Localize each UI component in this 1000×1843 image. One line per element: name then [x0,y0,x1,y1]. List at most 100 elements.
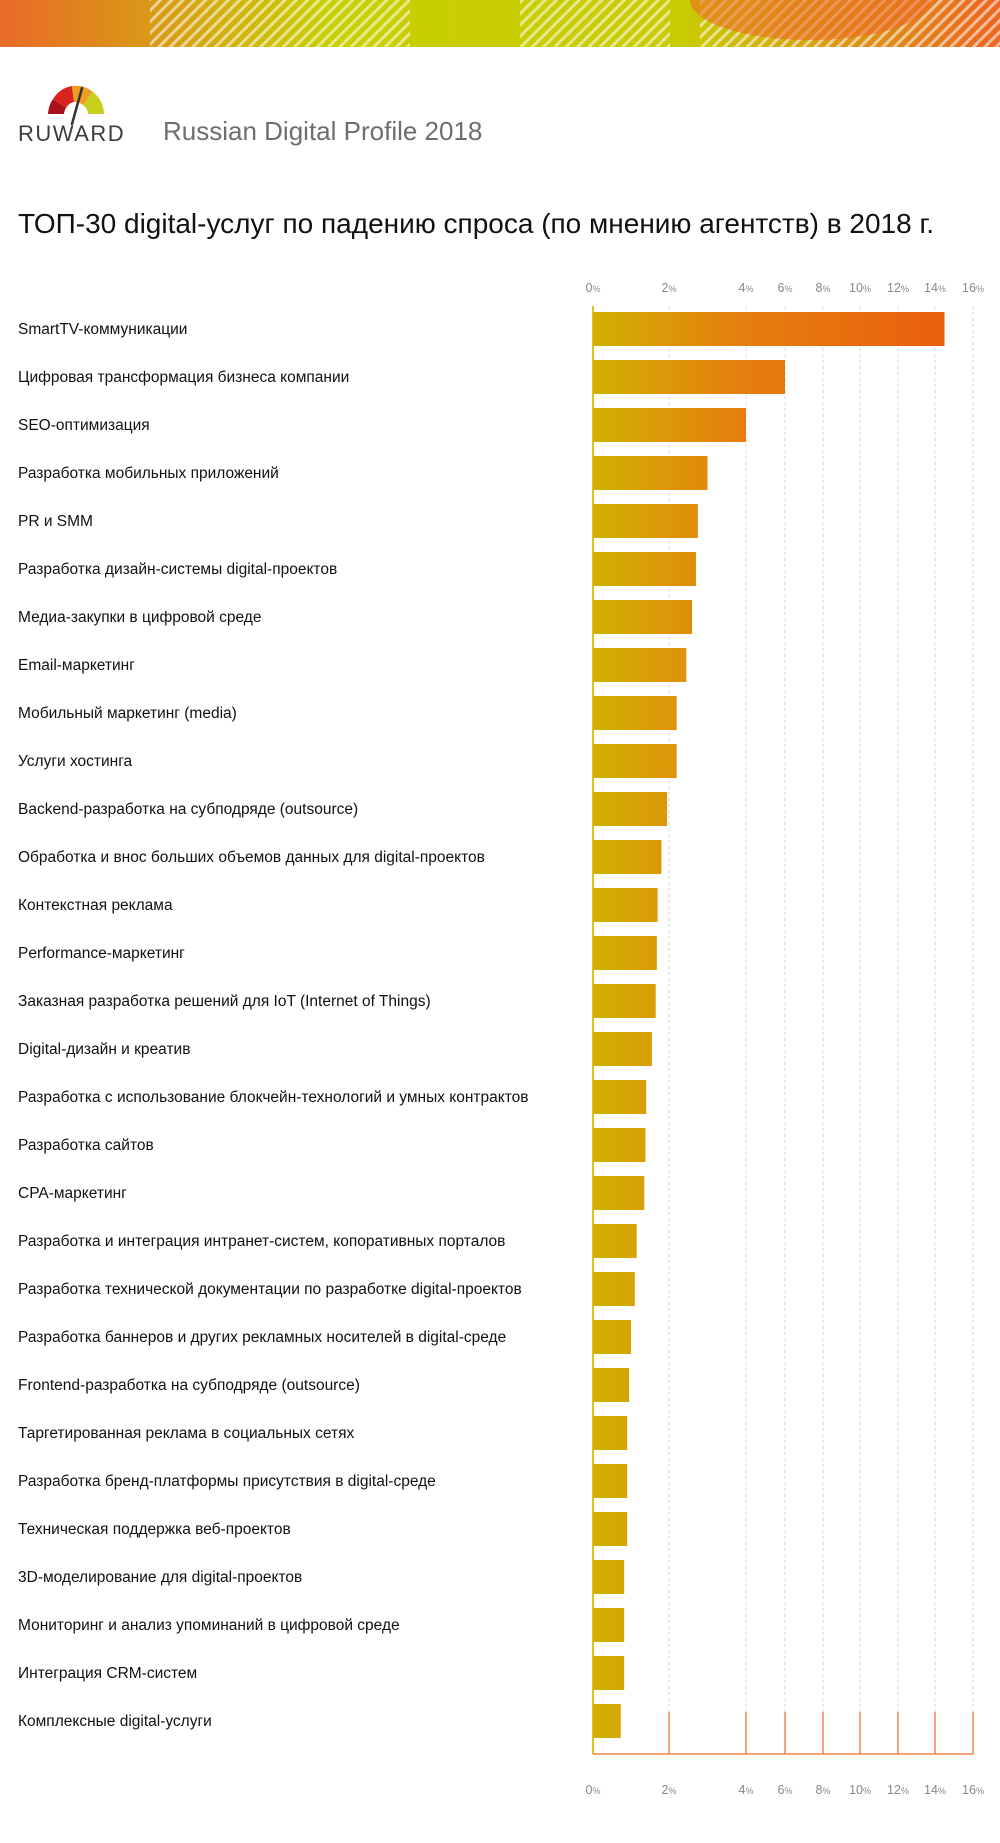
tick-number: 6 [778,1783,785,1795]
tick-label-bottom-12: 12% [887,1783,909,1795]
tick-label-bottom-16: 16% [962,1783,984,1795]
logo-segment-2 [53,86,74,108]
tick-unit: % [976,1786,984,1795]
category-label-18: Разработка сайтов [18,1137,154,1154]
bar-29 [593,1656,625,1690]
tick-unit: % [938,284,946,294]
bar-28 [593,1608,625,1642]
chart-title: ТОП-30 digital-услуг по падению спроса (… [18,208,935,239]
bar-17 [593,1080,647,1114]
tick-number: 10 [849,281,863,295]
category-label-2: Цифровая трансформация бизнеса компании [18,369,349,386]
tick-label-top-6: 6% [778,281,793,295]
logo-segment-3 [72,85,93,105]
tick-number: 16 [962,1783,976,1795]
bar-7 [593,600,693,634]
logo-segment-4 [83,92,104,114]
bar-13 [593,888,658,922]
tick-label-top-14: 14% [924,281,946,295]
category-labels: SmartTV-коммуникации Цифровая трансформац… [18,321,529,1730]
tick-label-top-2: 2% [662,281,677,295]
bar-chart: SmartTV-коммуникации Цифровая трансформац… [18,281,984,1795]
tick-unit: % [745,284,753,294]
category-label-14: Performance-маркетинг [18,945,185,962]
category-label-3: SEO-оптимизация [18,417,150,434]
axis-ticks: 0% 2% 4% 6% 8% 10% 12% 14% 16%0% 2% 4% 6% 8% 10% 12% 14… [586,281,984,1795]
tick-number: 8 [816,1783,823,1795]
bar-3 [593,408,746,442]
category-label-4: Разработка мобильных приложений [18,465,279,482]
bar-26 [593,1512,628,1546]
tick-unit: % [784,284,792,294]
bar-20 [593,1224,637,1258]
tick-label-bottom-4: 4% [739,1783,754,1795]
category-label-9: Мобильный маркетинг (media) [18,705,237,722]
category-label-29: Интеграция CRM-систем [18,1665,197,1682]
bar-14 [593,936,657,970]
bars [593,312,945,1738]
tick-label-top-4: 4% [739,281,754,295]
tick-number: 16 [962,281,976,295]
bar-9 [593,696,677,730]
category-label-30: Комплексные digital-услуги [18,1713,212,1730]
tick-unit: % [822,284,830,294]
category-label-24: Таргетированная реклама в социальных сет… [18,1425,354,1442]
bar-11 [593,792,668,826]
bar-2 [593,360,785,394]
category-label-5: PR и SMM [18,513,93,530]
category-label-15: Заказная разработка решений для IoT (Int… [18,993,431,1010]
tick-unit: % [976,284,984,294]
tick-unit: % [901,1786,909,1795]
tick-label-top-0: 0% [586,281,601,295]
logo-needle [70,86,84,126]
bar-19 [593,1176,645,1210]
category-label-17: Разработка с использование блокчейн-техн… [18,1089,529,1106]
bar-30 [593,1704,621,1738]
bar-10 [593,744,677,778]
category-label-19: CPA-маркетинг [18,1185,127,1202]
category-label-10: Услуги хостинга [18,753,133,770]
category-label-27: 3D-моделирование для digital-проектов [18,1569,302,1586]
tick-unit: % [745,1786,753,1795]
tick-label-bottom-10: 10% [849,1783,871,1795]
bar-5 [593,504,698,538]
tick-number: 8 [816,281,823,295]
tick-number: 0 [586,281,593,295]
category-label-16: Digital-дизайн и креатив [18,1041,190,1058]
tick-number: 2 [662,1783,669,1795]
bar-16 [593,1032,652,1066]
header-banner [0,0,1000,47]
tick-number: 12 [887,281,901,295]
tick-label-bottom-14: 14% [924,1783,946,1795]
category-label-6: Разработка дизайн-системы digital-проект… [18,561,337,578]
tick-label-top-12: 12% [887,281,909,295]
gauge-icon [48,85,104,126]
bar-4 [593,456,708,490]
category-label-13: Контекстная реклама [18,897,173,914]
tick-number: 2 [662,281,669,295]
tick-unit: % [592,1786,600,1795]
tick-label-top-16: 16% [962,281,984,295]
bar-1 [593,312,945,346]
tick-label-bottom-0: 0% [586,1783,601,1795]
bar-22 [593,1320,631,1354]
bar-27 [593,1560,625,1594]
tick-number: 10 [849,1783,863,1795]
bar-21 [593,1272,635,1306]
tick-number: 0 [586,1783,593,1795]
bar-23 [593,1368,630,1402]
bar-24 [593,1416,628,1450]
bar-8 [593,648,687,682]
category-label-1: SmartTV-коммуникации [18,321,187,338]
report-subtitle: Russian Digital Profile 2018 [163,116,483,146]
category-label-20: Разработка и интеграция интранет-систем,… [18,1233,505,1250]
bar-6 [593,552,696,586]
tick-unit: % [592,284,600,294]
category-label-22: Разработка баннеров и других рекламных н… [18,1329,506,1346]
tick-unit: % [784,1786,792,1795]
category-label-8: Email-маркетинг [18,657,135,674]
category-label-12: Обработка и внос больших объемов данных … [18,849,485,866]
tick-label-bottom-2: 2% [662,1783,677,1795]
tick-label-top-8: 8% [816,281,831,295]
category-label-26: Техническая поддержка веб-проектов [18,1521,291,1538]
